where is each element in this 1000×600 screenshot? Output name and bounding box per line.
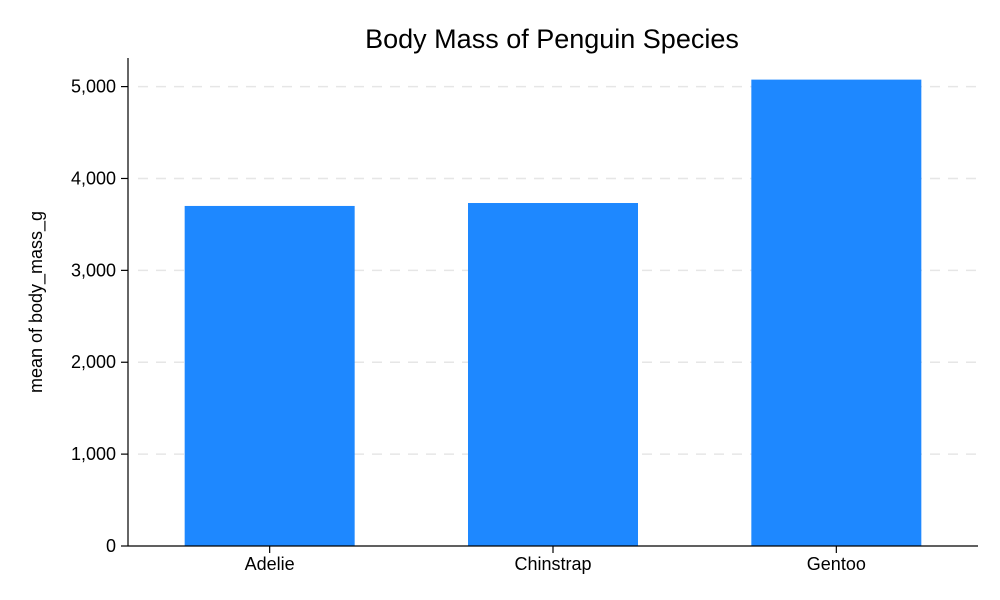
x-tick-label-chinstrap: Chinstrap bbox=[514, 554, 591, 574]
y-tick-label: 2,000 bbox=[71, 352, 116, 372]
x-tick-label-gentoo: Gentoo bbox=[807, 554, 866, 574]
y-tick-label: 0 bbox=[106, 536, 116, 556]
bar-gentoo bbox=[751, 79, 922, 546]
y-tick-label: 4,000 bbox=[71, 168, 116, 188]
bar-chinstrap bbox=[468, 203, 638, 546]
bars bbox=[184, 79, 922, 546]
bar-adelie bbox=[184, 205, 355, 546]
chart-title: Body Mass of Penguin Species bbox=[365, 24, 739, 54]
x-axis-ticks: Adelie Chinstrap Gentoo bbox=[245, 546, 866, 574]
y-tick-label: 1,000 bbox=[71, 444, 116, 464]
x-tick-label-adelie: Adelie bbox=[245, 554, 295, 574]
y-tick-label: 5,000 bbox=[71, 77, 116, 97]
y-axis-ticks: 0 1,000 2,000 3,000 4,000 5,000 bbox=[71, 77, 128, 556]
y-axis-label: mean of body_mass_g bbox=[26, 211, 47, 393]
y-tick-label: 3,000 bbox=[71, 260, 116, 280]
